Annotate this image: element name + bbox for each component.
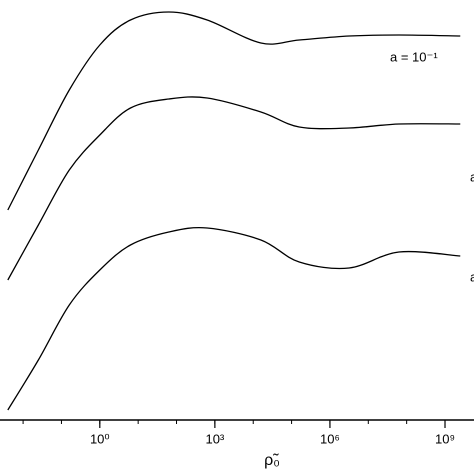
x-tick-label: 10⁹ bbox=[435, 431, 455, 446]
series-label: a bbox=[470, 269, 474, 284]
series-label: a bbox=[470, 169, 474, 184]
line bbox=[7, 96, 461, 281]
x-tick-label: 10⁰ bbox=[90, 431, 110, 446]
x-axis-label: ρ̃₀ bbox=[264, 452, 280, 469]
x-tick-label: 10³ bbox=[205, 431, 224, 446]
line bbox=[7, 11, 461, 211]
x-tick-label: 10⁶ bbox=[320, 431, 340, 446]
series-label: a = 10⁻¹ bbox=[390, 49, 438, 64]
line bbox=[7, 227, 461, 411]
